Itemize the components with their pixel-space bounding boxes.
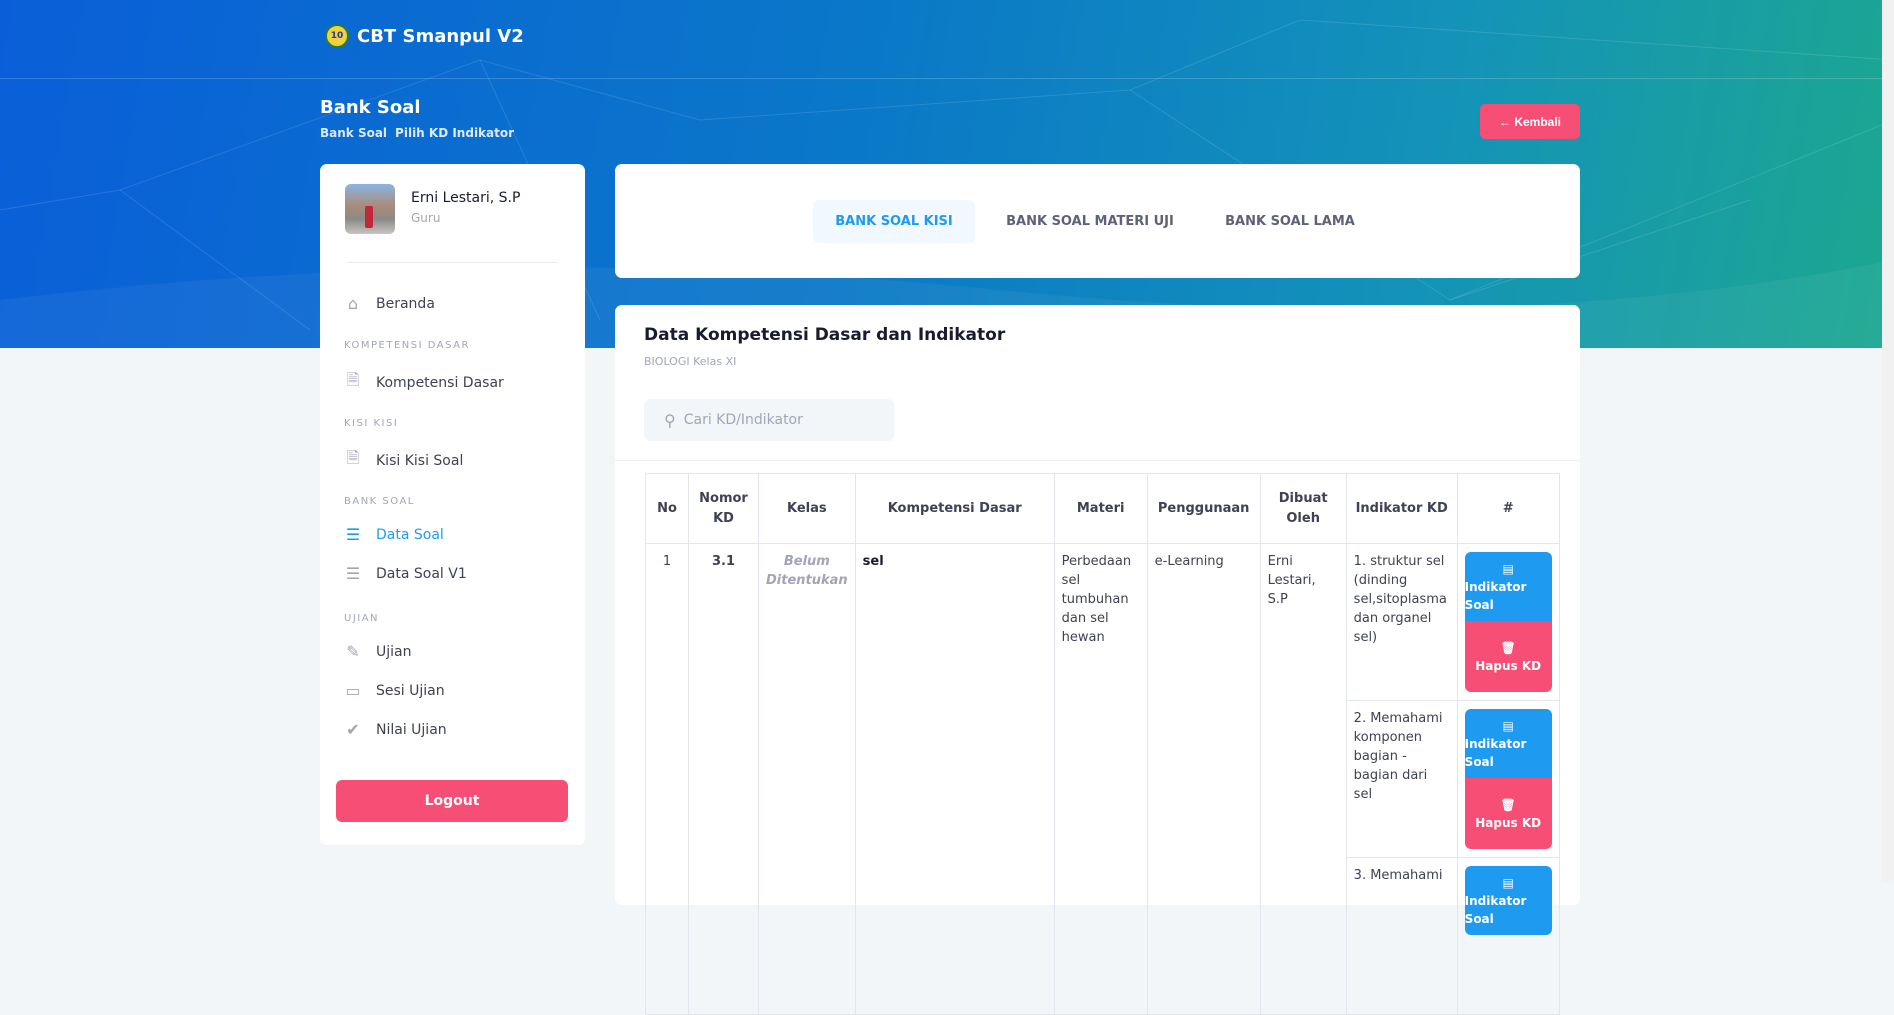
indikator-soal-button[interactable]: ▤ Indikator Soal (1464, 552, 1552, 621)
sidebar-item-label: Kisi Kisi Soal (376, 452, 464, 469)
user-name: Erni Lestari, S.P (411, 190, 521, 206)
cell-no: 1 (645, 543, 689, 1015)
table-row: 1 3.1 Belum Ditentukan sel Perbedaan sel… (645, 543, 1560, 1015)
table-header: No Nomor KD Kelas Kompetensi Dasar Mater… (645, 473, 1560, 544)
breadcrumb: Bank Soal Pilih KD Indikator (320, 126, 514, 140)
cell-penggunaan: e-Learning (1146, 543, 1261, 1015)
brand[interactable]: 10 CBT Smanpul V2 (325, 24, 524, 48)
sidebar-item-label: Data Soal (376, 526, 444, 543)
col-dibuat-oleh: Dibuat Oleh (1259, 473, 1347, 544)
card-subtitle: BIOLOGI Kelas XI (644, 355, 737, 368)
hapus-kd-button[interactable]: 🗑 Hapus KD (1464, 778, 1552, 849)
button-label: Hapus KD (1475, 658, 1542, 673)
cell-dibuat-oleh: Erni Lestari, S.P (1259, 543, 1347, 1015)
sidebar-item-ujian[interactable]: ✎ Ujian (344, 642, 411, 661)
list-icon: ▤ (1502, 875, 1514, 890)
section-label: UJIAN (344, 613, 380, 624)
user-role: Guru (411, 211, 441, 225)
home-icon: ⌂ (347, 294, 359, 313)
divider (615, 460, 1580, 461)
col-materi: Materi (1053, 473, 1148, 544)
kd-table: No Nomor KD Kelas Kompetensi Dasar Mater… (645, 473, 1560, 1015)
list-icon: ☰ (345, 564, 361, 583)
cell-actions: ▤ Indikator Soal 🗑 Hapus KD (1456, 543, 1560, 701)
trash-icon: 🗑 (1500, 640, 1516, 655)
scrollbar[interactable] (1882, 0, 1894, 882)
document-icon: 🗎 (346, 370, 360, 389)
sidebar-item-beranda[interactable]: ⌂ Beranda (344, 294, 435, 313)
button-label: Indikator Soal (1464, 579, 1527, 612)
sidebar-item-kisi-kisi-soal[interactable]: 🗎 Kisi Kisi Soal (344, 447, 464, 474)
hapus-kd-button[interactable]: 🗑 Hapus KD (1464, 621, 1552, 692)
page-title: Bank Soal (320, 97, 421, 118)
section-label: KISI KISI (344, 418, 399, 429)
sidebar-item-label: Nilai Ujian (376, 721, 447, 738)
divider (347, 262, 558, 263)
col-no: No (645, 473, 689, 544)
sidebar-item-kompetensi-dasar[interactable]: 🗎 Kompetensi Dasar (344, 369, 504, 396)
col-penggunaan: Penggunaan (1146, 473, 1261, 544)
header-divider (0, 78, 1894, 79)
col-indikator-kd: Indikator KD (1345, 473, 1458, 544)
section-label: BANK SOAL (344, 496, 415, 507)
sidebar-item-label: Kompetensi Dasar (376, 374, 504, 391)
kd-card: Data Kompetensi Dasar dan Indikator BIOL… (615, 305, 1580, 1015)
search-icon: ⚲ (664, 410, 676, 430)
cell-indikator: 1. struktur sel (dinding sel,sitoplasma … (1345, 543, 1458, 701)
school-logo: 10 (325, 24, 349, 48)
cell-actions: ▤ Indikator Soal 🗑 Hapus KD (1456, 700, 1560, 858)
cell-materi: Perbedaan sel tumbuhan dan sel hewan (1053, 543, 1148, 1015)
cell-indikator: 3. Memahami (1345, 857, 1458, 1015)
card-title: Data Kompetensi Dasar dan Indikator (644, 325, 1006, 345)
button-label: Indikator Soal (1464, 736, 1527, 769)
sidebar-item-label: Ujian (376, 643, 412, 660)
cell-kelas: Belum Ditentukan (758, 543, 856, 1015)
brand-name: CBT Smanpul V2 (357, 25, 524, 47)
list-icon: ▤ (1502, 561, 1514, 576)
indikator-soal-button[interactable]: ▤ Indikator Soal (1464, 866, 1552, 935)
cell-nomor-kd: 3.1 (688, 543, 759, 1015)
sidebar-item-data-soal[interactable]: ☰ Data Soal (344, 525, 444, 544)
sidebar-item-label: Sesi Ujian (376, 682, 445, 699)
col-kelas: Kelas (758, 473, 856, 544)
sidebar-item-data-soal-v1[interactable]: ☰ Data Soal V1 (344, 564, 467, 583)
breadcrumb-item: Pilih KD Indikator (395, 126, 515, 140)
col-kompetensi-dasar: Kompetensi Dasar (854, 473, 1055, 544)
laptop-icon: ▭ (345, 681, 361, 700)
breadcrumb-item[interactable]: Bank Soal (320, 126, 388, 140)
sidebar-item-nilai-ujian[interactable]: ✔ Nilai Ujian (344, 720, 447, 739)
check-icon: ✔ (346, 720, 360, 739)
tab-bank-soal-kisi[interactable]: BANK SOAL KISI (813, 200, 975, 243)
section-label: KOMPETENSI DASAR (344, 340, 470, 351)
col-nomor-kd: Nomor KD (688, 473, 759, 544)
edit-icon: ✎ (346, 642, 360, 661)
cell-kompetensi-dasar: sel (854, 543, 1055, 1015)
sidebar-item-label: Beranda (376, 295, 435, 312)
tab-bank-soal-lama[interactable]: BANK SOAL LAMA (1225, 214, 1355, 229)
tab-bar: BANK SOAL KISI BANK SOAL MATERI UJI BANK… (615, 164, 1580, 278)
tab-bank-soal-materi-uji[interactable]: BANK SOAL MATERI UJI (1006, 214, 1174, 229)
sidebar: Erni Lestari, S.P Guru ⌂ Beranda KOMPETEN… (320, 164, 585, 845)
logout-button[interactable]: Logout (336, 780, 568, 822)
col-actions: # (1456, 473, 1560, 544)
table-row: 2. Memahami komponen bagian - bagian dar… (646, 700, 1560, 858)
button-label: Hapus KD (1475, 815, 1542, 830)
sidebar-item-sesi-ujian[interactable]: ▭ Sesi Ujian (344, 681, 445, 700)
list-icon: ☰ (345, 525, 361, 544)
cell-actions: ▤ Indikator Soal (1456, 857, 1560, 1015)
cell-indikator: 2. Memahami komponen bagian - bagian dar… (1345, 700, 1458, 858)
search-placeholder: Cari KD/Indikator (683, 412, 803, 428)
sidebar-item-label: Data Soal V1 (376, 565, 467, 582)
trash-icon: 🗑 (1500, 797, 1516, 812)
list-icon: ▤ (1502, 718, 1514, 733)
button-label: Indikator Soal (1464, 893, 1527, 926)
search-input[interactable]: ⚲ Cari KD/Indikator (644, 399, 894, 441)
avatar (345, 184, 395, 234)
back-button[interactable]: ← Kembali (1480, 104, 1580, 139)
indikator-soal-button[interactable]: ▤ Indikator Soal (1464, 709, 1552, 778)
document-icon: 🗎 (346, 448, 360, 467)
